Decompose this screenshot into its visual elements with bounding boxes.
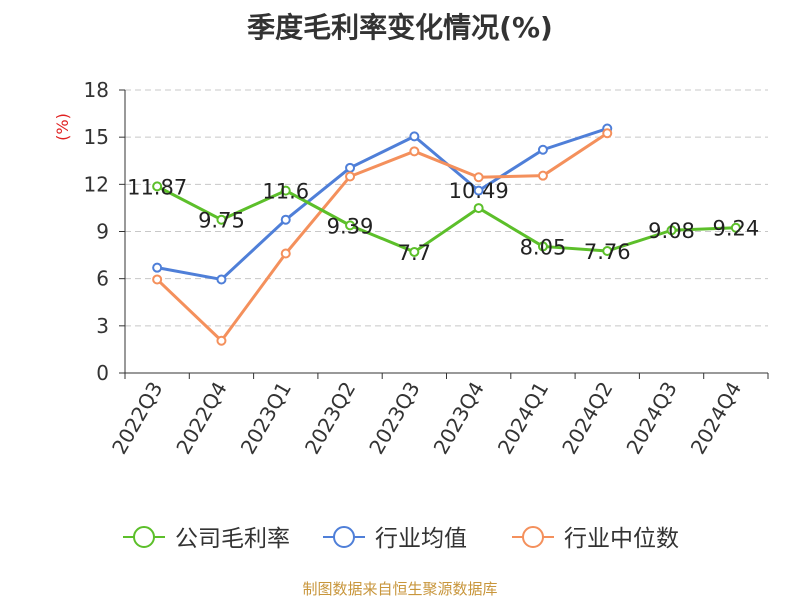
x-tick-label: 2024Q1: [493, 378, 553, 459]
x-tick-label: 2024Q4: [686, 378, 746, 459]
y-tick-label: 6: [96, 267, 109, 291]
x-tick-label: 2023Q1: [236, 378, 296, 459]
x-tick-label: 2024Q3: [621, 378, 681, 459]
data-point: [537, 241, 548, 252]
data-point: [409, 146, 420, 157]
x-tick-label: 2024Q2: [557, 378, 617, 459]
data-point: [216, 274, 227, 285]
x-tick-label: 2022Q3: [107, 378, 167, 459]
data-point: [345, 162, 356, 173]
y-tick-label: 3: [96, 314, 109, 338]
legend-marker: [522, 526, 544, 548]
data-point: [152, 274, 163, 285]
data-label: 9.24: [712, 217, 759, 241]
y-tick-label: 0: [96, 361, 109, 385]
series-line: [156, 127, 608, 281]
source-note: 制图数据来自恒生聚源数据库: [302, 580, 498, 598]
data-point: [152, 181, 163, 192]
legend-label: 行业中位数: [564, 526, 679, 552]
data-point: [216, 335, 227, 346]
data-point: [345, 220, 356, 231]
data-label: 9.75: [198, 209, 245, 233]
data-label: 10.49: [449, 179, 509, 203]
data-point: [473, 172, 484, 183]
data-point: [280, 214, 291, 225]
x-tick-label: 2022Q4: [171, 378, 231, 459]
data-point: [730, 222, 741, 233]
legend-marker: [133, 526, 155, 548]
data-point: [473, 203, 484, 214]
data-label: 9.08: [648, 219, 695, 243]
data-label: 7.7: [398, 241, 431, 265]
y-tick-label: 12: [84, 172, 109, 196]
data-point: [473, 185, 484, 196]
y-axis-label: (%): [53, 113, 72, 141]
chart-title: 季度毛利率变化情况(%): [247, 11, 553, 44]
x-tick-label: 2023Q4: [429, 378, 489, 459]
data-label: 8.05: [520, 235, 567, 259]
data-point: [602, 245, 613, 256]
data-point: [666, 225, 677, 236]
data-point: [152, 262, 163, 273]
legend-label: 公司毛利率: [175, 526, 290, 552]
data-point: [345, 171, 356, 182]
data-point: [280, 248, 291, 259]
series-line: [156, 131, 609, 343]
data-label: 7.76: [584, 240, 631, 264]
legend-marker: [333, 526, 355, 548]
x-tick-label: 2023Q3: [364, 378, 424, 459]
x-tick-label: 2023Q2: [300, 378, 360, 459]
data-point: [602, 128, 613, 139]
y-tick-label: 18: [84, 78, 109, 102]
series-line: [156, 185, 736, 254]
data-label: 11.87: [127, 175, 187, 199]
data-point: [537, 170, 548, 181]
data-point: [216, 214, 227, 225]
y-tick-label: 9: [96, 220, 109, 244]
data-point: [280, 185, 291, 196]
data-point: [537, 144, 548, 155]
legend-label: 行业均值: [375, 526, 467, 552]
data-point: [409, 131, 420, 142]
y-tick-label: 15: [84, 125, 109, 149]
data-label: 11.6: [262, 180, 309, 204]
data-point: [409, 246, 420, 257]
data-label: 9.39: [327, 214, 374, 238]
